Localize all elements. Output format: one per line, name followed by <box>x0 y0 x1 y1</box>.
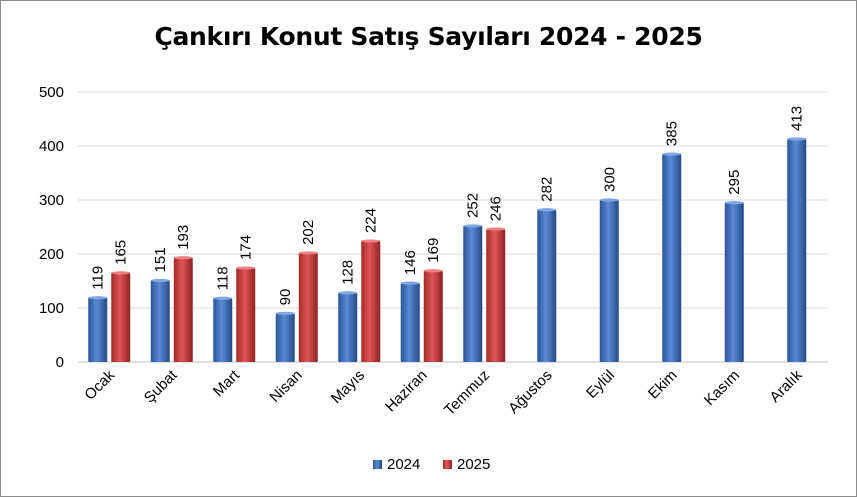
x-axis: Ocak Şubat Mart Nisan Mayıs Haziran Temmuz Ağus… <box>81 366 806 419</box>
bar <box>463 225 483 362</box>
data-label: 413 <box>789 106 806 131</box>
bar <box>400 283 420 362</box>
x-tick-label: Ekim <box>645 367 681 403</box>
x-tick-label: Haziran <box>382 367 431 416</box>
bar <box>173 257 193 362</box>
bar <box>724 202 744 362</box>
bar-top <box>298 251 318 255</box>
y-tick-label: 0 <box>56 354 64 371</box>
data-label: 385 <box>664 121 681 146</box>
bar <box>338 292 358 362</box>
data-label: 128 <box>340 260 357 285</box>
y-tick-label: 500 <box>39 84 64 101</box>
bars <box>88 137 807 362</box>
data-label: 193 <box>175 225 192 250</box>
data-label: 90 <box>277 289 294 306</box>
bar <box>213 298 233 362</box>
bar <box>111 272 131 362</box>
bar-top <box>662 152 682 156</box>
bar-top <box>275 311 295 315</box>
bar-top <box>787 137 807 141</box>
bar-top <box>423 269 443 273</box>
chart-title: Çankırı Konut Satış Sayıları 2024 - 2025 <box>154 22 703 51</box>
x-tick-label: Nisan <box>266 367 305 406</box>
y-tick-label: 400 <box>39 138 64 155</box>
data-label: 118 <box>215 266 232 290</box>
bar-top <box>400 281 420 285</box>
gridlines <box>78 91 828 363</box>
bar <box>298 252 318 362</box>
bar <box>423 270 443 362</box>
data-label: 146 <box>402 250 419 275</box>
x-tick-label: Eylül <box>583 367 618 402</box>
data-label: 300 <box>601 167 618 192</box>
bar <box>88 297 108 362</box>
data-label: 174 <box>238 235 255 260</box>
bar <box>150 280 170 362</box>
data-label: 202 <box>300 220 317 245</box>
y-tick-label: 300 <box>39 192 64 209</box>
x-tick-label: Ağustos <box>505 367 555 417</box>
bar-top <box>537 208 557 212</box>
legend-swatch <box>443 460 452 469</box>
y-tick-label: 200 <box>39 246 64 263</box>
data-label: 165 <box>113 240 130 265</box>
x-tick-label: Şubat <box>141 366 181 406</box>
bar-top <box>338 291 358 295</box>
x-tick-label: Aralık <box>766 366 805 405</box>
bar <box>275 313 295 362</box>
x-tick-label: Mart <box>210 366 244 400</box>
data-label: 119 <box>90 266 107 290</box>
bar-top <box>173 256 193 260</box>
data-label: 224 <box>363 208 380 233</box>
bar-top <box>88 296 108 300</box>
data-labels: 119 165 151 193 118 174 90 202 128 224 146 169 252 24… <box>90 106 806 305</box>
x-tick-label: Mayıs <box>328 367 368 407</box>
data-label: 282 <box>539 177 556 202</box>
bar-top <box>724 201 744 205</box>
legend-swatch <box>373 460 382 469</box>
legend-entry: 2025 <box>457 456 490 473</box>
data-label: 151 <box>152 247 169 272</box>
y-axis: 0 100 200 300 400 500 <box>39 84 828 371</box>
bar-top <box>213 296 233 300</box>
bar-top <box>361 239 381 243</box>
bar-top <box>236 266 256 270</box>
legend: 2024 2025 <box>373 456 490 473</box>
bar <box>486 229 506 362</box>
bar <box>537 209 557 362</box>
bar <box>787 138 807 362</box>
x-tick-label: Kasım <box>701 367 743 409</box>
bar <box>662 154 682 362</box>
bar-top <box>463 224 483 228</box>
bar <box>236 268 256 362</box>
x-tick-label: Ocak <box>81 366 118 403</box>
data-label: 252 <box>465 193 482 218</box>
data-label: 295 <box>726 170 743 195</box>
data-label: 246 <box>488 196 505 221</box>
legend-entry: 2024 <box>387 456 420 473</box>
bar <box>599 200 619 362</box>
bar <box>361 241 381 362</box>
bar-top <box>150 278 170 283</box>
data-label: 169 <box>425 238 442 263</box>
bar-top <box>111 271 131 275</box>
x-tick-label: Temmuz <box>441 367 493 419</box>
bar-top <box>486 227 506 231</box>
y-tick-label: 100 <box>39 300 64 317</box>
bar-top <box>599 198 619 202</box>
